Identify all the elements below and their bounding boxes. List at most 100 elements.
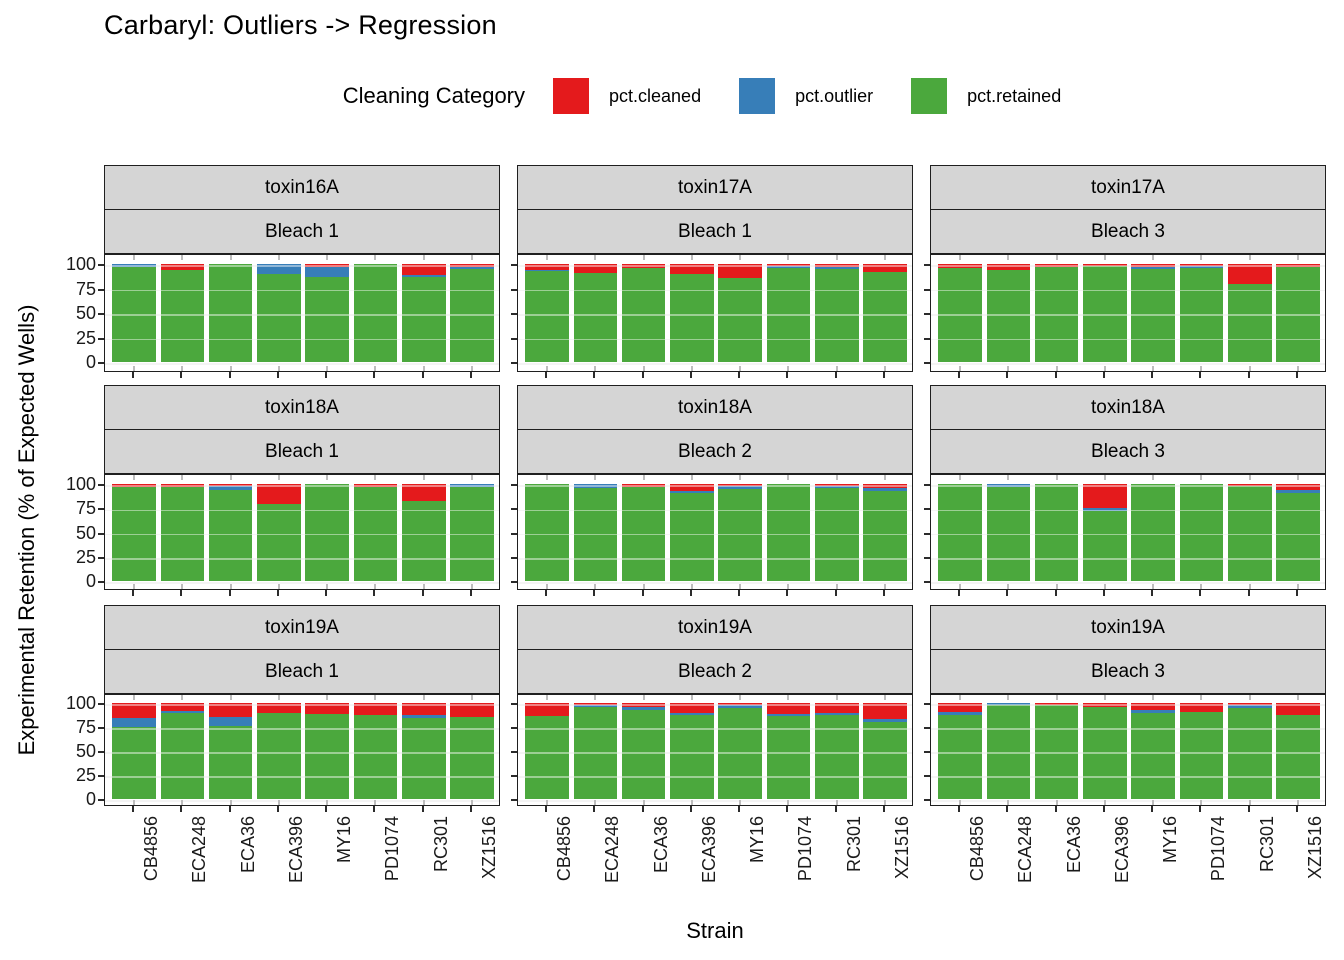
panel-top-minitick [133,695,135,700]
panel-top-minitick [181,475,184,480]
x-axis-tick [689,590,692,596]
bar-segment-pct-retained [621,267,666,362]
facet-panel [517,254,913,372]
gridline-overlay-y-25 [105,776,499,778]
gridline-overlay-y-100 [518,485,912,487]
panel-bottom-minitick [1007,584,1010,589]
bar-segment-pct-cleaned [718,264,762,278]
panel-bottom-minitick [133,800,135,805]
bar-segment-pct-retained [1083,706,1127,799]
panel-top-minitick [471,475,473,480]
stacked-bar-ECA396 [1083,703,1127,799]
panel-top-minitick [787,475,790,480]
facet-strip-toxin: toxin17A [517,165,913,210]
panel-top-minitick [133,255,135,260]
gridline-overlay-y-50 [931,752,1325,754]
stacked-bar-ECA396 [1083,264,1127,362]
stacked-bar-RC301 [1228,484,1272,581]
bar-segment-pct-cleaned [1034,703,1079,705]
bar-segment-pct-cleaned [525,264,569,270]
x-tick-label-XZ1516: XZ1516 [479,816,499,880]
x-axis-tick [786,590,789,596]
stacked-bar-RC301 [402,484,446,581]
y-axis-tick [511,362,517,364]
bar-segment-pct-cleaned [1228,264,1272,284]
x-axis-tick [421,806,424,812]
bar-segment-pct-retained [986,486,1030,581]
gridline-y-25 [105,776,499,778]
y-axis-tick [98,751,104,753]
panel-top-minitick [422,475,425,480]
panel-top-minitick [1200,695,1203,700]
bar-segment-pct-cleaned [353,703,398,716]
bar-segment-pct-retained [1276,266,1320,362]
x-axis-tick [228,590,231,596]
panel-top-minitick [1152,255,1155,260]
bar-segment-pct-cleaned [112,703,156,719]
panel-bottom-minitick [884,366,886,371]
gridline-overlay-y-25 [105,558,499,560]
x-axis-tick [593,806,596,812]
gridline-y-100 [105,485,499,487]
gridline-y-75 [931,289,1325,292]
panel-top-minitick [787,255,790,260]
gridline-overlay-y-0 [931,363,1325,365]
panel-top-minitick [422,695,425,700]
bar-segment-pct-retained [1276,714,1320,799]
stacked-bar-RC301 [402,264,446,362]
legend-label: pct.cleaned [609,85,702,106]
y-axis-tick [98,581,104,583]
bar-segment-pct-retained [863,490,907,581]
bar-segment-pct-retained [305,713,349,799]
bar-segment-pct-outlier [986,484,1030,487]
gridline-overlay-y-0 [105,800,499,802]
panel-bottom-minitick [787,584,790,589]
bar-segment-pct-cleaned [208,484,253,486]
gridline-y-0 [518,582,912,584]
bar-segment-pct-cleaned [1276,264,1320,267]
y-axis-tick [511,775,517,777]
stacked-bar-PD1074 [353,484,398,581]
facet-strip-toxin: toxin17A [930,165,1326,210]
facet-strip-bleach: Bleach 3 [930,209,1326,254]
bar-segment-pct-retained [986,704,1030,799]
stacked-bar-PD1074 [766,484,811,581]
panel-top-minitick [546,475,548,480]
bar-segment-pct-retained [815,715,859,799]
stacked-bar-ECA248 [573,264,617,362]
x-axis-tick [593,372,596,378]
bar-segment-pct-retained [718,277,762,362]
bar-segment-pct-retained [1276,492,1320,581]
x-axis-tick [470,590,472,596]
stacked-bar-XZ1516 [1276,264,1320,362]
panel-bottom-minitick [229,800,232,805]
bar-segment-pct-retained [450,486,494,581]
panel-top-minitick [884,255,886,260]
y-axis-tick [511,264,517,266]
bar-segment-pct-outlier [112,264,156,267]
x-axis-tick [373,372,376,378]
bar-segment-pct-retained [525,270,569,362]
stacked-bar-XZ1516 [1276,703,1320,799]
stacked-bar-ECA248 [160,264,204,362]
y-axis-tick [511,313,517,315]
facet-strip-toxin: toxin18A [517,385,913,430]
gridline-overlay-y-0 [518,363,912,365]
facet-panel [930,694,1326,806]
panel-top-minitick [690,255,693,260]
facet-strip-bleach: Bleach 1 [104,649,500,694]
stacked-bar-ECA36 [621,484,666,581]
legend: Cleaning Category pct.cleaned pct.outlier… [104,72,1326,120]
bar-segment-pct-outlier [718,704,762,708]
bar-segment-pct-retained [670,273,714,362]
panel-bottom-minitick [1200,800,1203,805]
panel-bottom-minitick [1152,800,1155,805]
facet-strip-bleach-label: Bleach 2 [678,440,752,462]
panel-bottom-minitick [1297,366,1299,371]
x-axis-tick [883,590,885,596]
stacked-bar-MY16 [1131,703,1175,799]
gridline-y-50 [931,533,1325,536]
panel-bottom-minitick [642,800,645,805]
gridline-overlay-y-75 [105,289,499,292]
bar-segment-pct-cleaned [621,703,666,707]
